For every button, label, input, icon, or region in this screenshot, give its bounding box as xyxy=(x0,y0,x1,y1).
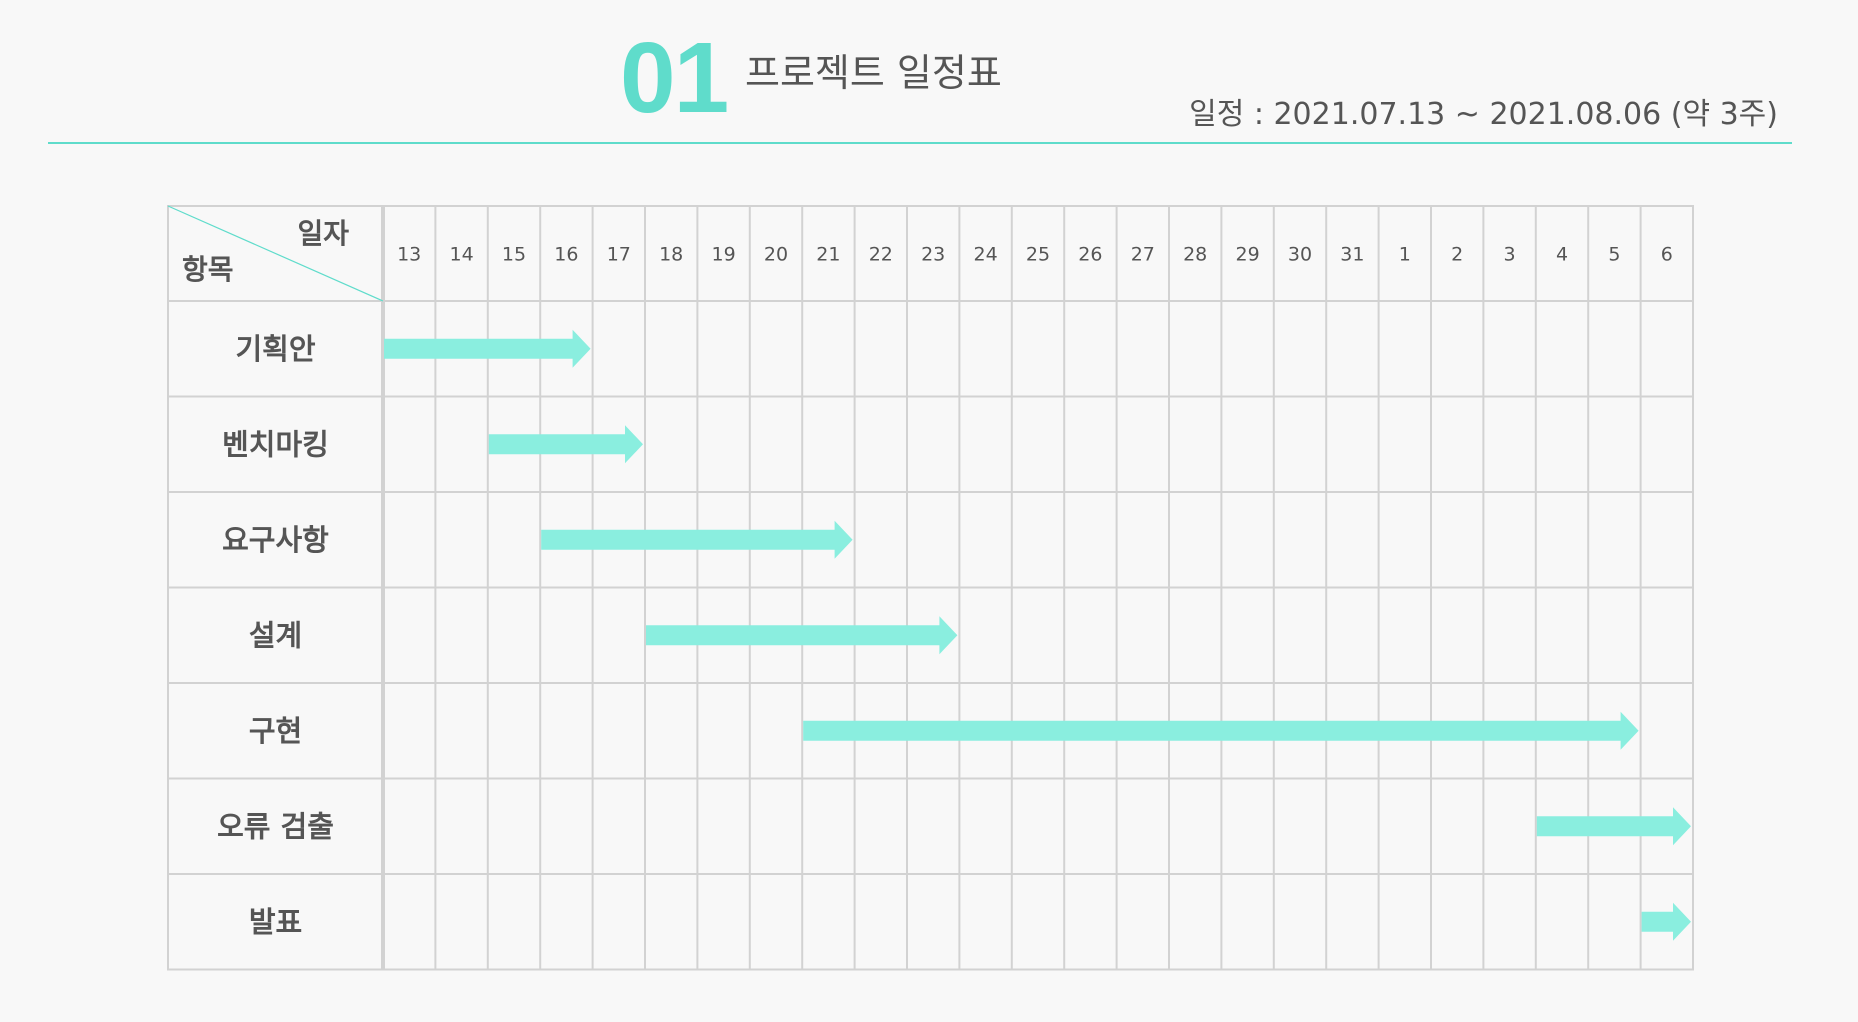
day-label: 27 xyxy=(1131,244,1155,266)
task-bar-arrow xyxy=(488,425,643,464)
section-number: 01 xyxy=(620,22,729,134)
task-bar-arrow xyxy=(384,329,591,368)
day-label: 25 xyxy=(1026,244,1050,266)
day-label: 16 xyxy=(554,244,578,266)
day-label: 17 xyxy=(607,244,631,266)
day-label: 6 xyxy=(1661,244,1673,266)
day-label: 4 xyxy=(1556,244,1568,266)
page-title: 프로젝트 일정표 xyxy=(745,51,1002,95)
day-label: 3 xyxy=(1504,244,1516,266)
day-label: 19 xyxy=(712,244,736,266)
day-label: 31 xyxy=(1340,244,1364,266)
day-label: 22 xyxy=(869,244,893,266)
corner-label-date: 일자 xyxy=(297,217,349,250)
day-label: 30 xyxy=(1288,244,1312,266)
corner-diagonal xyxy=(167,205,384,302)
corner-label-item: 항목 xyxy=(182,253,234,286)
task-label: 구현 xyxy=(249,714,302,748)
day-label: 21 xyxy=(816,244,840,266)
day-label: 13 xyxy=(397,244,421,266)
schedule-range: 일정 : 2021.07.13 ~ 2021.08.06 (약 3주) xyxy=(1189,97,1778,132)
task-bar-arrow xyxy=(1641,902,1691,941)
day-label: 23 xyxy=(921,244,945,266)
task-bar-arrow xyxy=(541,520,853,559)
task-bar-arrow xyxy=(646,616,958,655)
task-label: 설계 xyxy=(249,618,302,652)
day-label: 26 xyxy=(1078,244,1102,266)
day-label: 28 xyxy=(1183,244,1207,266)
day-label: 18 xyxy=(659,244,683,266)
day-label: 29 xyxy=(1236,244,1260,266)
day-label: 20 xyxy=(764,244,788,266)
task-label: 오류 검출 xyxy=(217,809,334,843)
task-label: 요구사항 xyxy=(222,523,329,557)
task-bar-arrow xyxy=(803,711,1639,750)
day-label: 24 xyxy=(974,244,998,266)
day-label: 14 xyxy=(450,244,474,266)
day-label: 15 xyxy=(502,244,526,266)
header-divider xyxy=(48,142,1792,144)
day-label: 2 xyxy=(1451,244,1463,266)
task-label: 발표 xyxy=(249,905,302,939)
task-label: 기획안 xyxy=(235,332,315,366)
task-label: 벤치마킹 xyxy=(222,427,329,461)
day-label: 5 xyxy=(1608,244,1620,266)
day-label: 1 xyxy=(1399,244,1411,266)
task-bar-arrow xyxy=(1536,807,1691,846)
